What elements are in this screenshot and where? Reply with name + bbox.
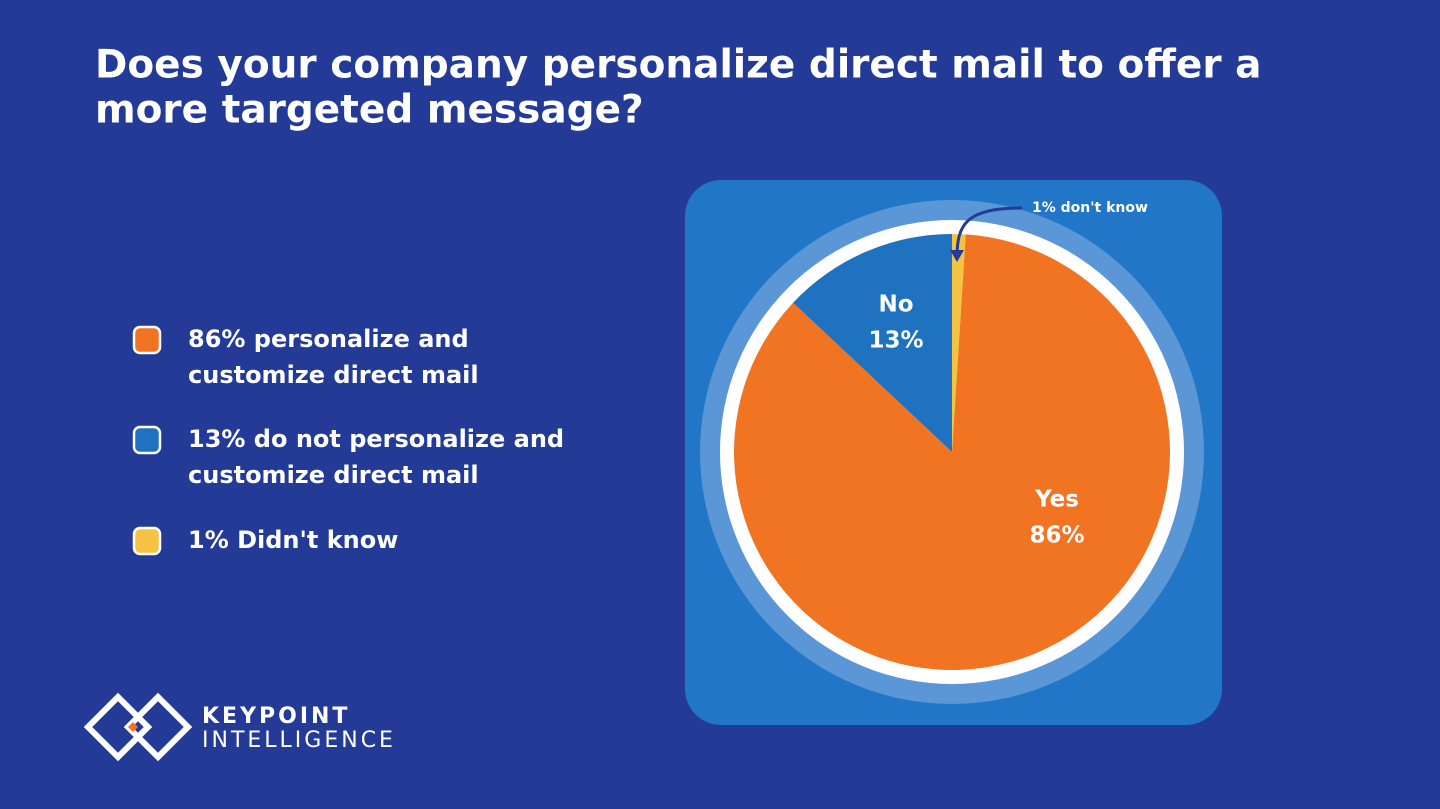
pie-slice [793,234,952,452]
logo-text: KEYPOINT [202,704,350,729]
legend-label: 86% personalize and customize direct mail [188,325,479,389]
logo-mark [83,692,193,762]
pie-slice [733,234,1170,670]
slice-label: No [878,292,913,318]
slice-label: Yes [1034,487,1079,513]
pie-slice [952,234,966,452]
arrow-head [950,250,964,262]
pie [733,234,1170,670]
title-line: Does your company personalize direct mai… [95,43,1261,88]
legend-swatch [132,526,162,556]
legend-swatch [132,425,162,455]
legend-label: 13% do not personalize and customize dire… [188,425,564,489]
title-line: more targeted message? [95,88,644,133]
annotation-arrow [955,206,1023,259]
value-label: 1% don't know [1032,200,1148,216]
legend-swatch [132,325,162,355]
logo-text: INTELLIGENCE [202,728,396,753]
value-label: 86% [1029,523,1084,549]
legend-label: 1% Didn't know [188,526,398,554]
value-label: 13% [868,328,923,354]
